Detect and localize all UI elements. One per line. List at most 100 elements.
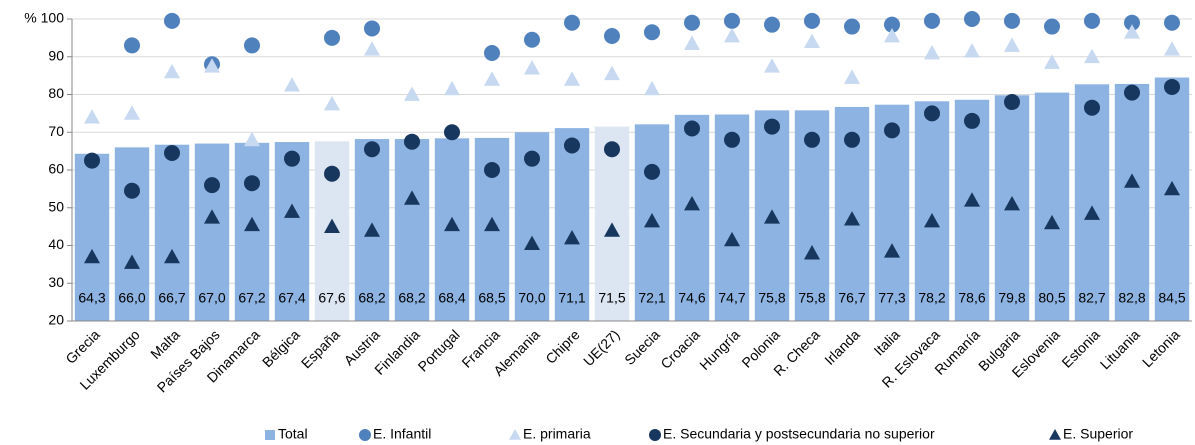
point	[564, 14, 580, 31]
point	[1084, 205, 1100, 220]
point	[964, 192, 980, 207]
value-label: 67,6	[318, 290, 345, 306]
bar	[1154, 77, 1190, 321]
point	[444, 80, 460, 96]
y-tick-label: % 100	[24, 10, 64, 26]
point	[204, 58, 220, 73]
point	[1004, 12, 1020, 29]
bar	[954, 99, 990, 321]
x-tick-label: Suecia	[621, 326, 663, 368]
point	[884, 122, 900, 139]
x-tick-label: Irlanda	[821, 326, 863, 368]
point	[844, 211, 860, 226]
point	[1124, 84, 1140, 101]
bar	[914, 101, 950, 321]
point	[1124, 173, 1140, 188]
y-tick-label: 70	[48, 123, 64, 139]
point	[124, 182, 140, 199]
value-label: 68,2	[398, 290, 425, 306]
point	[284, 203, 300, 218]
x-tick-label: Bélgica	[259, 326, 303, 370]
point	[164, 63, 180, 79]
point	[684, 195, 700, 211]
bar	[114, 147, 150, 321]
point	[1164, 41, 1180, 56]
legend-marker	[649, 429, 661, 441]
value-label: 77,3	[878, 290, 905, 306]
value-label: 74,6	[678, 290, 705, 306]
point	[324, 165, 340, 182]
point	[604, 222, 620, 237]
point	[604, 65, 620, 81]
value-label: 78,6	[958, 290, 985, 306]
point	[1044, 54, 1060, 69]
point	[764, 58, 780, 73]
point	[1044, 214, 1060, 230]
legend-swatch	[265, 430, 275, 440]
point	[324, 218, 340, 234]
x-tick-label: España	[298, 326, 343, 371]
point	[324, 29, 340, 46]
value-label: 67,2	[238, 290, 265, 306]
point	[804, 33, 820, 49]
point	[284, 77, 300, 92]
point	[404, 133, 420, 150]
y-tick-label: 30	[48, 274, 64, 290]
point	[524, 235, 540, 251]
x-tick-label: Italia	[871, 326, 903, 358]
point	[724, 12, 740, 29]
x-tick-label: Estonia	[1058, 326, 1102, 370]
point	[1164, 78, 1180, 95]
point	[884, 27, 900, 43]
value-label: 76,7	[838, 290, 865, 306]
x-tick-label: Malta	[147, 326, 183, 362]
point	[484, 162, 500, 178]
bar	[154, 144, 190, 321]
value-label: 82,7	[1078, 290, 1105, 306]
point	[1084, 48, 1100, 64]
point	[204, 209, 220, 224]
x-tick-label: Hungría	[696, 326, 743, 373]
bar	[74, 153, 110, 321]
value-label: 82,8	[1118, 290, 1145, 306]
point	[604, 141, 620, 158]
value-label: 66,7	[158, 290, 185, 306]
point	[884, 16, 900, 33]
bar	[394, 139, 430, 321]
point	[564, 229, 580, 245]
bar	[1034, 92, 1070, 321]
legend-marker	[359, 429, 371, 441]
point	[84, 109, 100, 124]
legend-label: E. Superior	[1063, 426, 1133, 442]
point	[524, 60, 540, 75]
legend-label: E. primaria	[523, 426, 591, 442]
value-label: 75,8	[798, 290, 825, 306]
point	[1004, 195, 1020, 211]
point	[84, 152, 100, 169]
value-label: 78,2	[918, 290, 945, 306]
y-tick-label: 80	[48, 85, 64, 101]
point	[844, 131, 860, 148]
point	[1004, 37, 1020, 52]
value-label: 68,4	[438, 290, 465, 306]
bar	[874, 104, 910, 321]
point	[804, 12, 820, 29]
bar	[554, 128, 590, 321]
value-label: 71,1	[558, 290, 585, 306]
value-label: 79,8	[998, 290, 1025, 306]
x-tick-label: Letonia	[1139, 326, 1183, 370]
point	[444, 216, 460, 232]
point	[1044, 18, 1060, 35]
point	[564, 137, 580, 154]
x-tick-label: Portugal	[415, 326, 463, 374]
point	[244, 175, 260, 192]
point	[604, 27, 620, 44]
point	[524, 150, 540, 167]
x-tick-label: Chipre	[542, 326, 583, 367]
point	[1004, 94, 1020, 111]
point	[684, 120, 700, 137]
legend-marker	[1049, 429, 1061, 440]
point	[404, 190, 420, 205]
point	[924, 12, 940, 29]
